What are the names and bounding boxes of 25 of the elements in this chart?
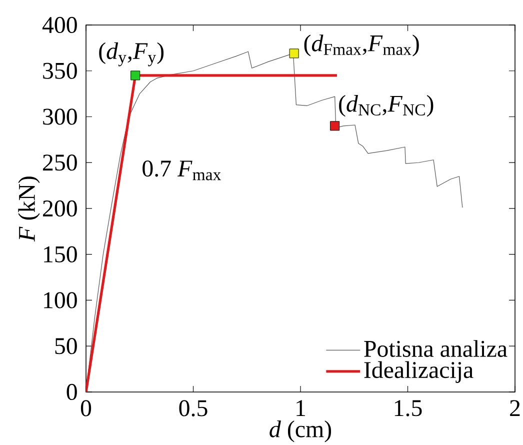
y-tick-label: 100 [44,292,77,308]
y-tick-label: 200 [43,200,77,217]
x-tick-label: 1 [296,400,306,416]
y-tick-label: 350 [43,62,77,79]
annotation: 0.7 F$_{max}$ [142,160,221,180]
x-tick-label: 0.5 [179,400,208,416]
annotation: (d$_{NC}$,F$_{NC}$) [339,95,434,117]
y-tick-label: 300 [43,108,77,125]
x-axis-title: d (cm) [270,420,332,442]
x-tick-label: 2 [510,400,520,416]
annotation: (d$_{y}$,F$_{y}$) [99,42,164,66]
y-tick-label: 250 [43,154,77,171]
legend-label: Idealizacija [364,361,474,383]
annotation: (d$_{Fmax}$,F$_{max}$) [304,34,419,56]
y-axis-title: F (kN) [18,176,40,242]
x-tick-label: 0 [80,400,92,416]
legend-label: Potisna analiza [364,340,508,357]
y-tick-label: 50 [55,338,77,354]
y-tick-label: 400 [42,16,77,34]
point [130,70,140,80]
x-tick-label: 1.5 [394,400,422,416]
point [330,121,340,131]
y-tick-label: 150 [44,246,77,262]
point [289,48,299,58]
y-tick-label: 0 [66,384,77,400]
